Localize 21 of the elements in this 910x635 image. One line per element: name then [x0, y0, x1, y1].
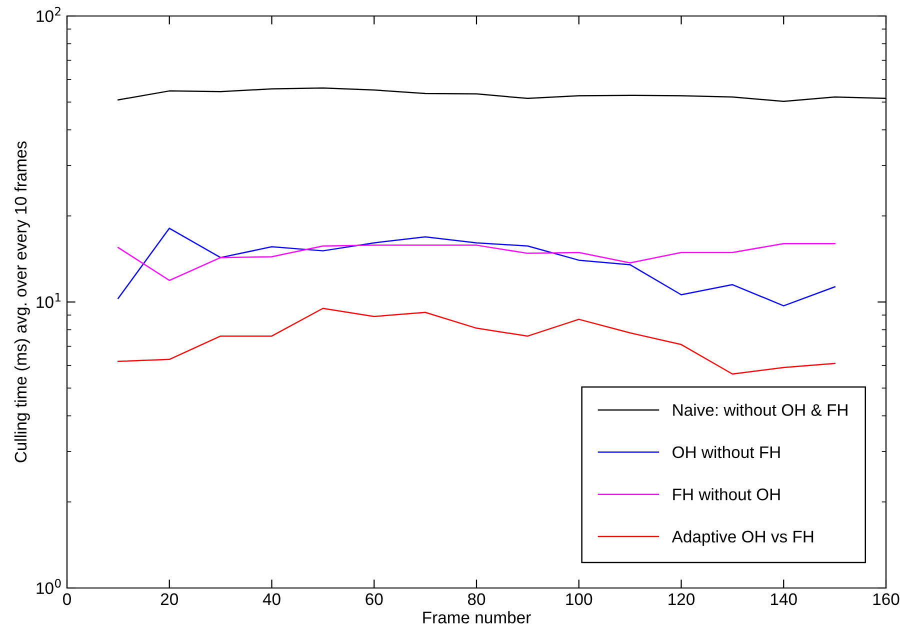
x-tick-label: 160 [873, 593, 900, 606]
x-tick-label: 100 [566, 593, 592, 606]
legend-label: Adaptive OH vs FH [672, 530, 814, 546]
line-series [118, 228, 836, 306]
x-tick-label: 20 [160, 593, 178, 606]
legend-label: FH without OH [673, 488, 780, 500]
line-series [118, 308, 836, 375]
y-tick-label: 10$^{0}$ [36, 578, 61, 594]
legend-label: Naive: without OH & FH [673, 404, 848, 416]
line-series [118, 242, 836, 282]
x-axis-title: Frame number [423, 611, 531, 624]
x-tick-label: 40 [262, 593, 280, 606]
y-axis-title: Culling time (ms) avg. over every 10 frames [14, 141, 30, 462]
x-tick-label: 0 [63, 593, 71, 606]
x-tick-label: 140 [770, 593, 797, 606]
y-tick-label: 10$^{2}$ [36, 6, 60, 22]
legend-label: OH without FH [672, 446, 780, 458]
x-tick-label: 60 [366, 593, 383, 606]
y-tick-label: 10$^{1}$ [36, 293, 61, 308]
x-tick-label: 120 [668, 593, 695, 606]
x-tick-label: 80 [468, 593, 486, 606]
